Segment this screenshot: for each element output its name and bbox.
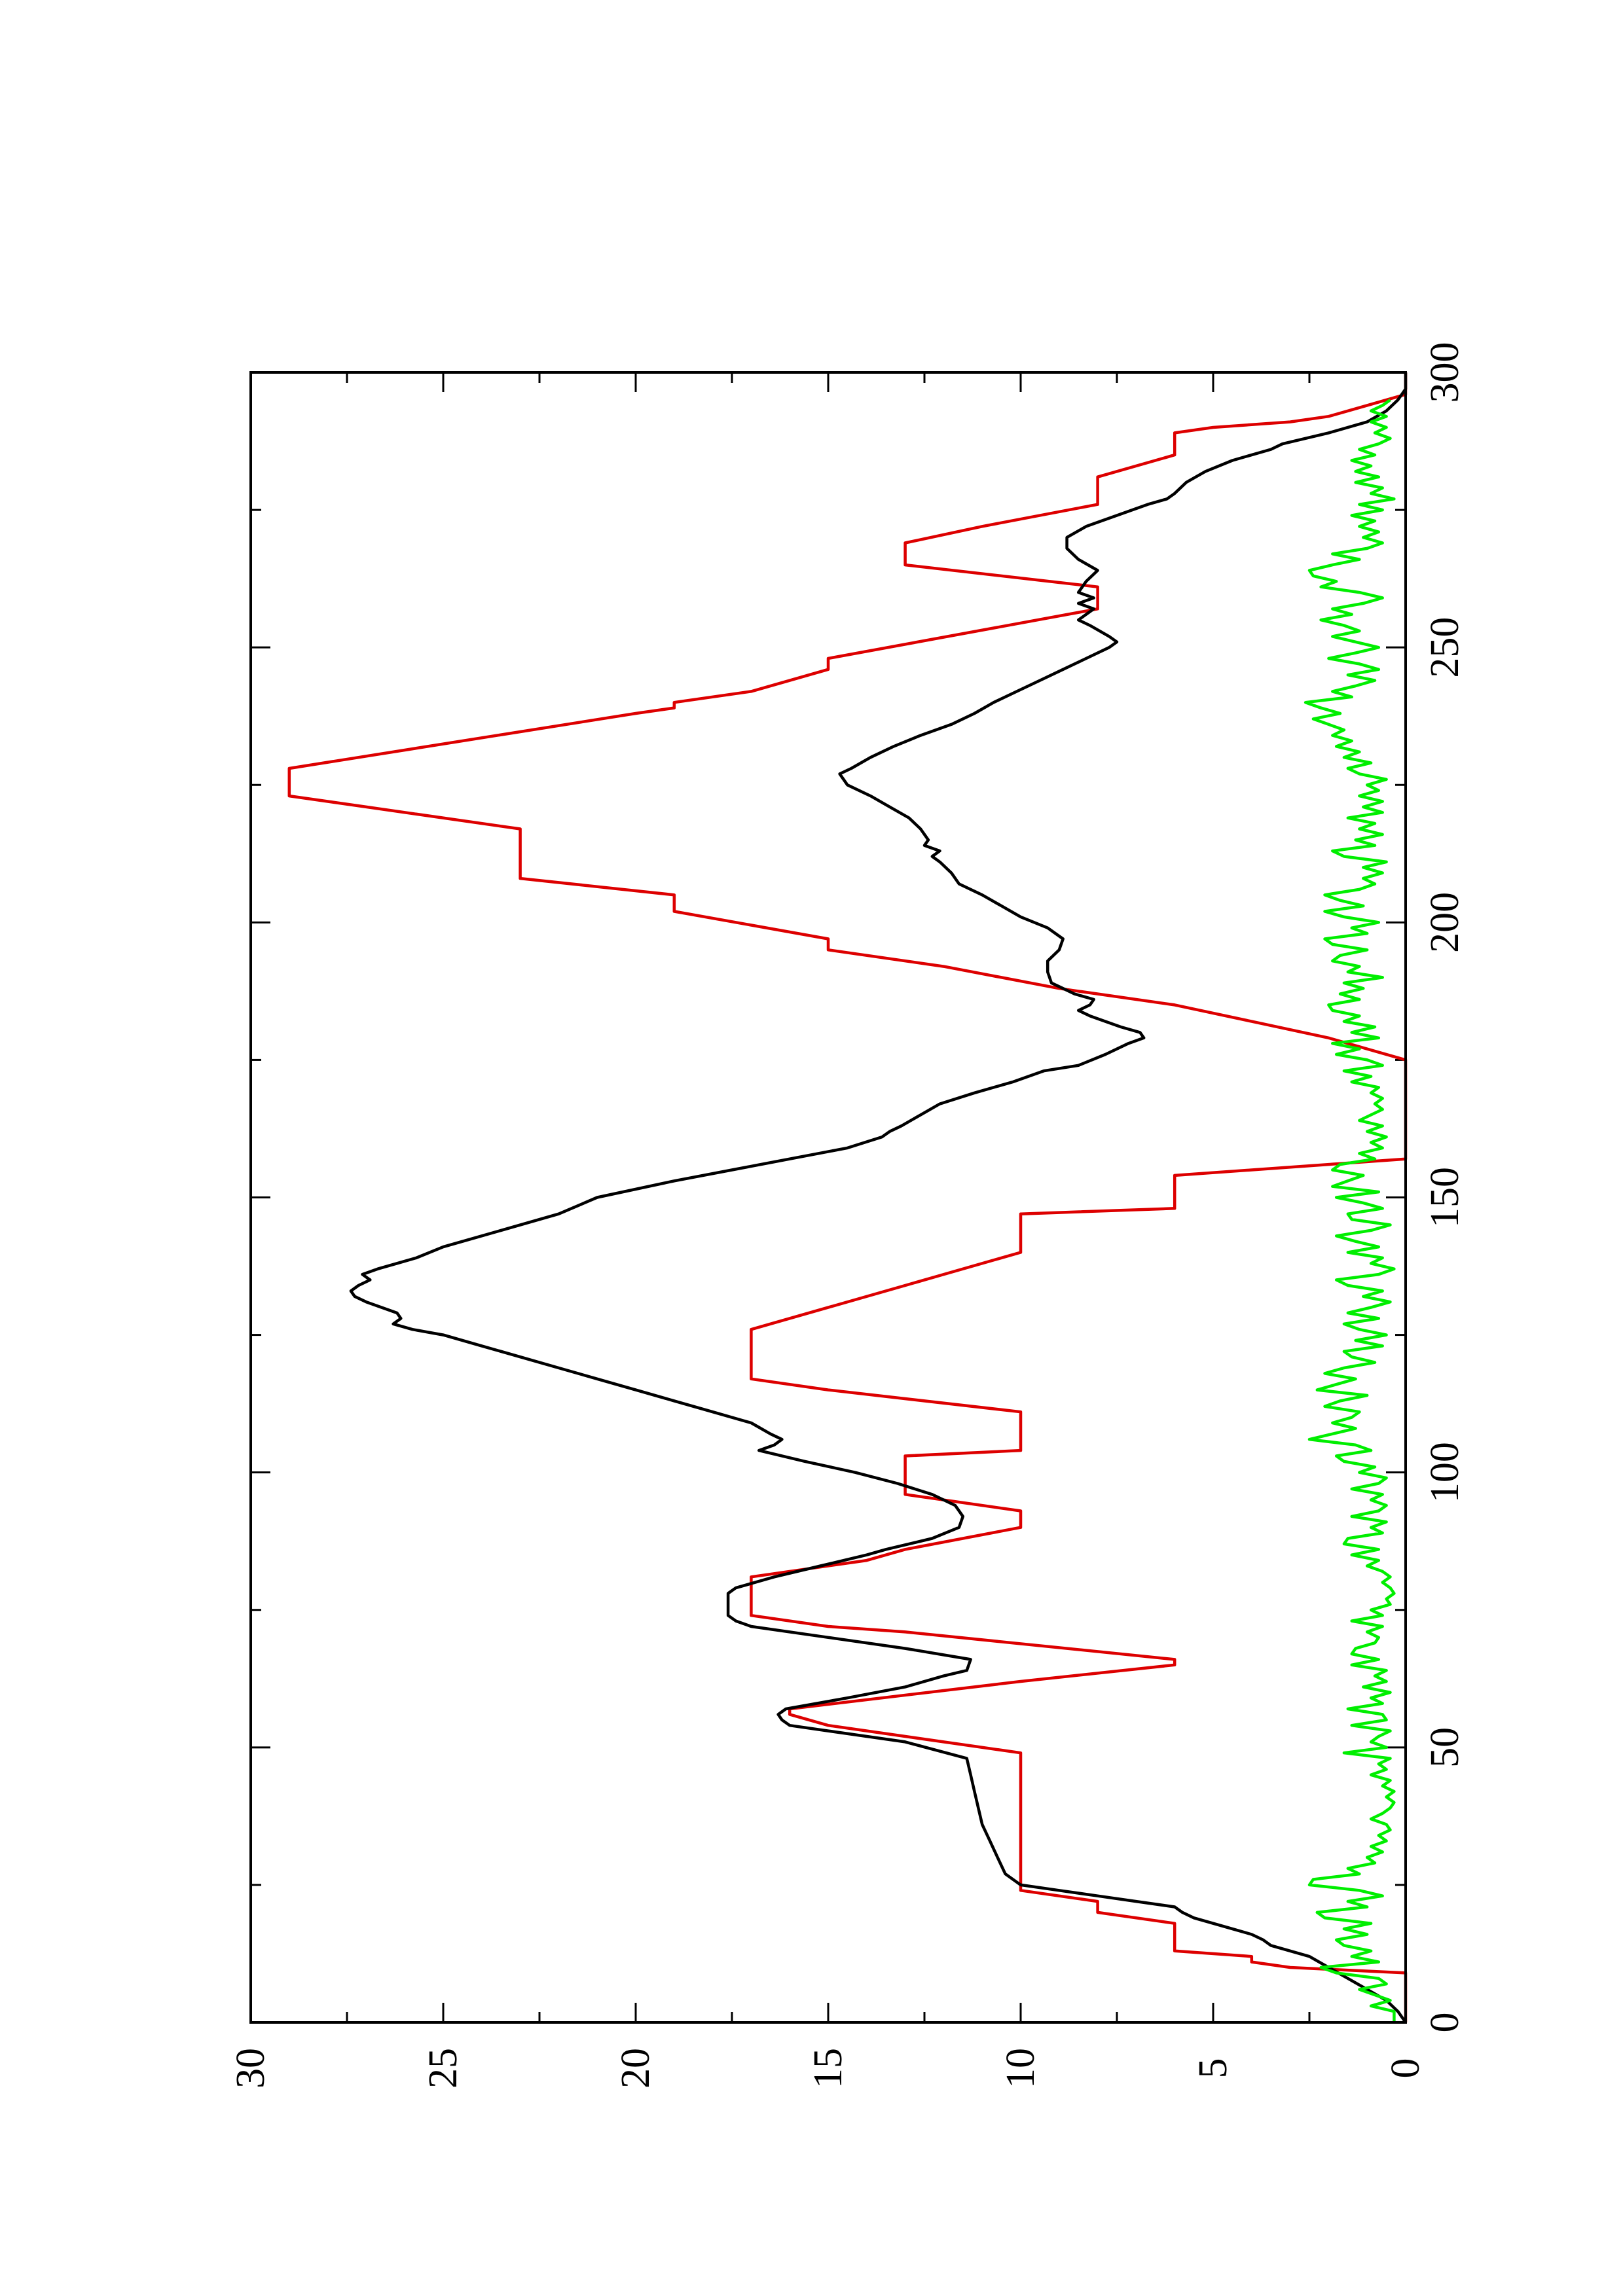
y-tick-label: 25	[421, 2048, 465, 2089]
series-group	[287, 372, 1408, 2024]
plot-frame	[249, 371, 1407, 2024]
y-tick-label: 30	[228, 2048, 273, 2089]
red-step-series-line	[287, 372, 1408, 2022]
y-tick-label: 15	[806, 2048, 850, 2089]
y-tick-label: 10	[998, 2048, 1043, 2089]
y-tick-label: 5	[1191, 2058, 1235, 2079]
x-tick-label: 300	[1423, 342, 1467, 403]
green-series-line	[1304, 399, 1396, 2022]
y-tick-label: 20	[613, 2048, 658, 2089]
tick-labels: 0 50 100 150 200 250 300 0 5 10 15 20 25 30	[228, 342, 1467, 2089]
axis-ticks	[249, 371, 1407, 2024]
x-tick-label: 50	[1423, 1727, 1467, 1768]
x-tick-label: 250	[1423, 617, 1467, 678]
x-tick-label: 100	[1423, 1442, 1467, 1503]
y-tick-label: 0	[1383, 2058, 1428, 2079]
x-tick-label: 200	[1423, 892, 1467, 953]
x-tick-label: 0	[1423, 2013, 1467, 2033]
black-series-line	[349, 372, 1408, 2024]
x-tick-label: 150	[1423, 1167, 1467, 1228]
